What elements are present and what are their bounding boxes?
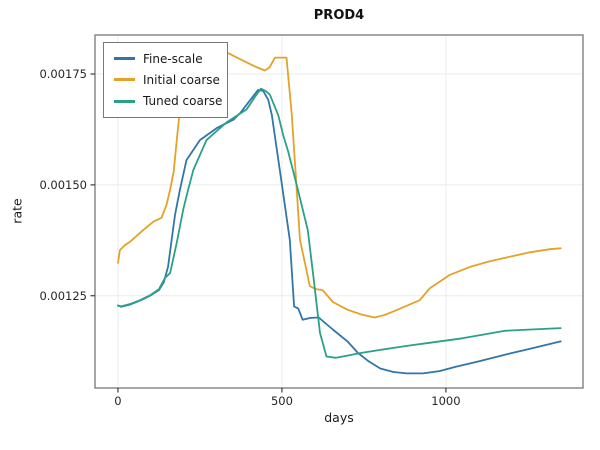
y-axis-label: rate — [9, 198, 25, 224]
series-line-tuned-coarse — [117, 87, 562, 359]
legend-line-swatch-tuned-coarse — [114, 99, 135, 103]
legend-line-swatch-initial-coarse — [114, 78, 135, 82]
x-axis-label: days — [324, 410, 354, 425]
y-tick-label: 0.00150 — [39, 178, 87, 192]
legend-item-fine-scale: Fine-scale — [114, 52, 217, 66]
x-tick-label: 0 — [114, 394, 121, 408]
legend-label-initial-coarse: Initial coarse — [143, 72, 220, 87]
legend-item-tuned-coarse: Tuned coarse — [114, 94, 222, 108]
series-line-initial-coarse — [117, 52, 562, 319]
y-tick-label: 0.00125 — [39, 289, 87, 303]
x-tick-label: 1000 — [431, 394, 460, 408]
chart-title: PROD4 — [313, 8, 365, 23]
y-tick-label: 0.00175 — [39, 67, 87, 81]
x-tick-label: 500 — [271, 394, 293, 408]
legend: Fine-scale Initial coarse Tuned coarse — [103, 42, 228, 118]
plot-frame — [94, 34, 584, 389]
legend-label-tuned-coarse: Tuned coarse — [143, 94, 223, 109]
series-line-fine-scale — [117, 89, 562, 375]
legend-line-swatch-fine-scale — [114, 57, 135, 61]
legend-label-fine-scale: Fine-scale — [143, 51, 203, 66]
legend-item-initial-coarse: Initial coarse — [114, 72, 220, 87]
